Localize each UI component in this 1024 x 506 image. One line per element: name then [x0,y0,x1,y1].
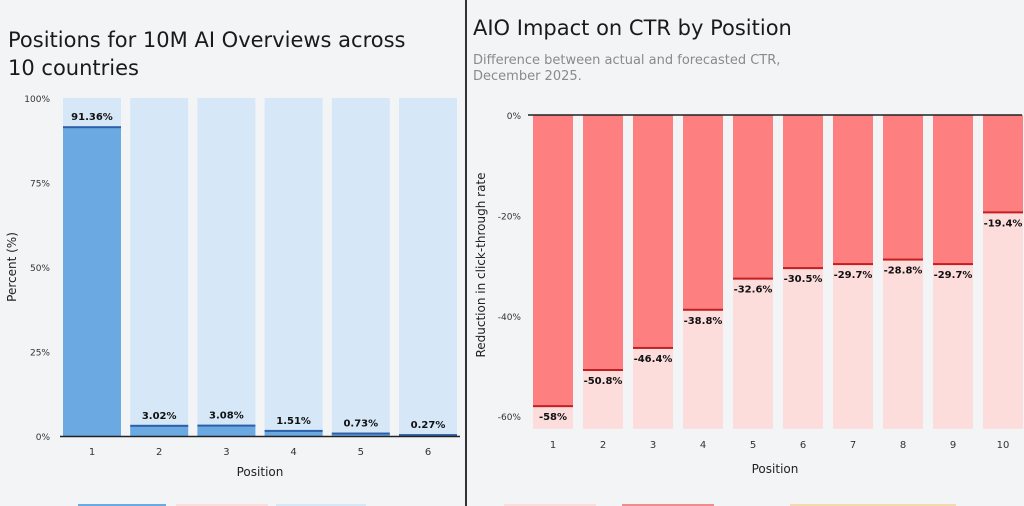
x-axis-title: Position [752,462,799,476]
data-label: -58% [539,412,567,423]
x-tick-label: 3 [650,440,656,451]
bar [533,115,573,407]
data-label: -28.8% [884,266,923,277]
data-label: -32.6% [734,285,773,296]
right-chart-subtitle: Difference between actual and forecasted… [473,53,781,84]
bar-end-edge [533,405,573,408]
bar-top-edge [197,424,256,427]
legend-swatches-partial [78,504,956,506]
x-tick-label: 2 [156,447,162,458]
data-label: 91.36% [71,112,113,123]
x-tick-label: 7 [850,440,856,451]
y-tick-label: 0% [507,112,522,122]
x-tick-label: 5 [358,447,364,458]
bar [633,115,673,348]
x-tick-label: 1 [550,440,556,451]
legend-swatch [790,504,956,506]
y-tick-label: 50% [30,264,50,274]
y-tick-label: 100% [24,95,50,105]
background-bar [130,98,189,436]
bar [331,433,390,436]
y-tick-label: -40% [498,313,522,323]
bar-top-edge [130,424,189,427]
bar [783,115,823,269]
x-tick-label: 10 [997,440,1010,451]
data-label: -29.7% [934,270,973,281]
bar-end-edge [733,277,773,280]
legend-swatch [276,504,366,506]
background-bar [197,98,256,436]
y-tick-label: 75% [30,180,50,190]
x-tick-label: 2 [600,440,606,451]
y-tick-label: -60% [498,413,522,423]
bar [833,115,873,265]
background-bar [399,98,457,436]
bar-end-edge [983,211,1023,214]
legend-swatch [622,504,714,506]
data-label: -29.7% [834,270,873,281]
x-tick-label: 8 [900,440,906,451]
bar [264,430,323,436]
data-label: 0.27% [411,420,446,431]
bar [583,115,623,371]
bar [883,115,923,260]
x-tick-label: 4 [700,440,706,451]
bar [733,115,773,279]
y-tick-label: -20% [498,212,522,222]
left-chart-title: Positions for 10M AI Overviews across 10… [8,28,406,80]
legend-swatch [176,504,268,506]
data-label: -19.4% [984,218,1023,229]
background-bar [331,98,390,436]
data-label: -38.8% [684,316,723,327]
data-label: 1.51% [276,416,311,427]
x-tick-label: 1 [89,447,95,458]
data-label: -30.5% [784,274,823,285]
bar [197,425,256,436]
y-tick-label: 0% [36,433,51,443]
right-chart-title: AIO Impact on CTR by Position [473,16,792,40]
x-tick-label: 6 [425,447,431,458]
x-tick-label: 6 [800,440,806,451]
y-axis-title: Reduction in click-through rate [474,172,488,357]
x-tick-label: 3 [223,447,229,458]
bar-top-edge [63,126,121,129]
legend-swatch [78,504,166,506]
bar-top-edge [331,432,390,435]
right-chart: 0% -20% -40% -60% -58% 1 -50.8% 2 -46.4% 3 -38.8% 4… [474,112,1023,476]
x-tick-label: 4 [290,447,296,458]
bar [63,127,121,437]
left-chart: 0% 25% 50% 75% 100% 91.36% 1 3.02% 2 3.08% 3 1.51% 4… [5,95,460,479]
bar-end-edge [933,263,973,266]
bar-end-edge [833,263,873,266]
data-label: 3.02% [142,411,177,422]
data-label: 3.08% [209,411,244,422]
bar-end-edge [883,258,923,261]
y-axis-title: Percent (%) [5,232,19,302]
data-label: 0.73% [343,419,378,430]
bar [130,425,189,436]
bar-end-edge [683,308,723,311]
data-label: -46.4% [634,354,673,365]
bar-top-edge [264,429,323,432]
bar-top-edge [399,434,457,437]
x-axis-title: Position [237,465,284,479]
bar [983,115,1023,213]
bar [683,115,723,310]
bar-end-edge [583,369,623,372]
panel-divider [465,0,467,506]
legend-swatch [504,504,596,506]
bar-end-edge [783,267,823,270]
bar [933,115,973,265]
y-tick-label: 25% [30,349,50,359]
data-label: -50.8% [584,376,623,387]
background-bar [264,98,323,436]
x-tick-label: 9 [950,440,956,451]
bar-end-edge [633,346,673,349]
x-tick-label: 5 [750,440,756,451]
